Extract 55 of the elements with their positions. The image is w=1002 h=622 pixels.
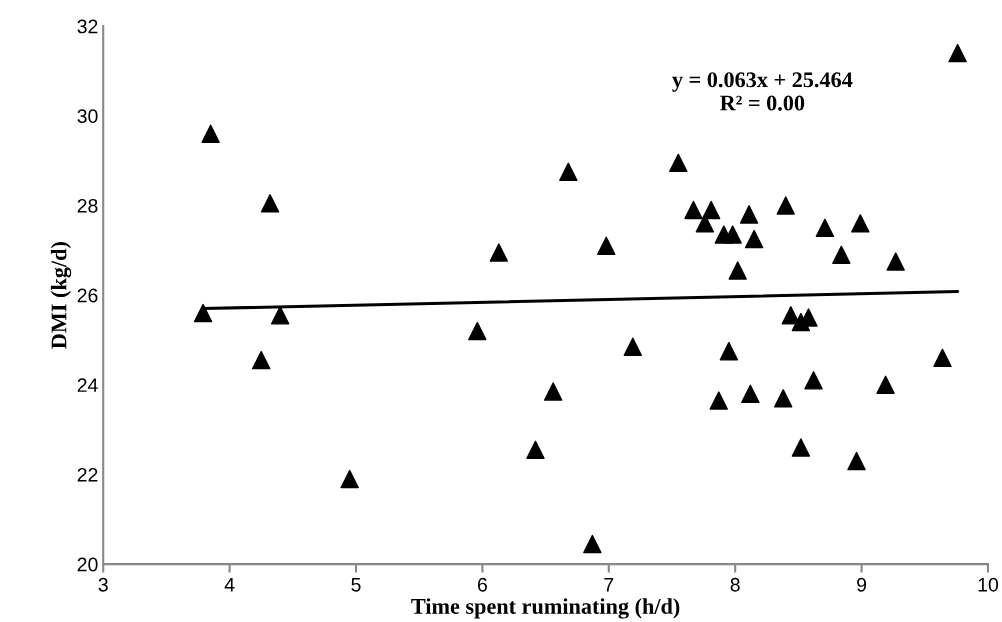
y-axis-title: DMI (kg/d) — [50, 242, 72, 349]
point — [815, 218, 835, 238]
point — [623, 337, 643, 356]
x-tick-label: 8 — [730, 577, 740, 592]
point — [597, 236, 616, 256]
point — [728, 261, 747, 280]
point — [886, 252, 905, 271]
x-axis-title: Time spent ruminating (h/d) — [411, 598, 680, 619]
point — [193, 303, 213, 323]
point — [741, 384, 760, 403]
y-tick-label: 28 — [77, 198, 98, 213]
y-tick-label: 32 — [77, 19, 98, 34]
point — [851, 214, 870, 233]
point — [847, 451, 866, 471]
x-tick-label: 7 — [604, 578, 614, 592]
point — [583, 534, 602, 554]
annotation: y = 0.063x + 25.464 R² = 0.00 — [672, 72, 853, 111]
point — [559, 162, 578, 182]
point — [260, 194, 280, 213]
point — [719, 341, 739, 361]
y-tick-label: 30 — [77, 109, 98, 124]
point — [723, 225, 742, 244]
x-tick-label: 10 — [978, 577, 999, 592]
x-tick-label: 6 — [477, 577, 487, 592]
point — [774, 389, 793, 408]
point — [744, 229, 764, 249]
point — [709, 391, 728, 410]
y-tick-label: 24 — [77, 378, 98, 392]
x-tick-label: 9 — [857, 577, 867, 592]
point — [776, 196, 795, 215]
point — [270, 306, 290, 325]
x-tick-label: 4 — [224, 578, 235, 592]
point — [876, 375, 895, 395]
point — [251, 350, 271, 370]
point — [781, 306, 800, 325]
x-tick-label: 5 — [351, 578, 361, 592]
point — [832, 245, 851, 264]
point — [526, 440, 545, 460]
point — [684, 200, 703, 220]
point — [739, 205, 759, 224]
point — [804, 371, 823, 390]
point — [489, 243, 509, 262]
point — [468, 321, 487, 341]
y-tick-label: 20 — [77, 557, 98, 572]
point — [948, 43, 967, 63]
point — [340, 469, 359, 489]
x-tick-label: 3 — [98, 577, 108, 592]
point — [201, 124, 220, 143]
point — [543, 382, 563, 401]
y-tick-label: 22 — [77, 467, 98, 482]
point — [701, 200, 721, 220]
point — [933, 348, 952, 368]
point — [791, 438, 811, 457]
point — [669, 153, 688, 173]
y-tick-label: 26 — [77, 288, 98, 303]
